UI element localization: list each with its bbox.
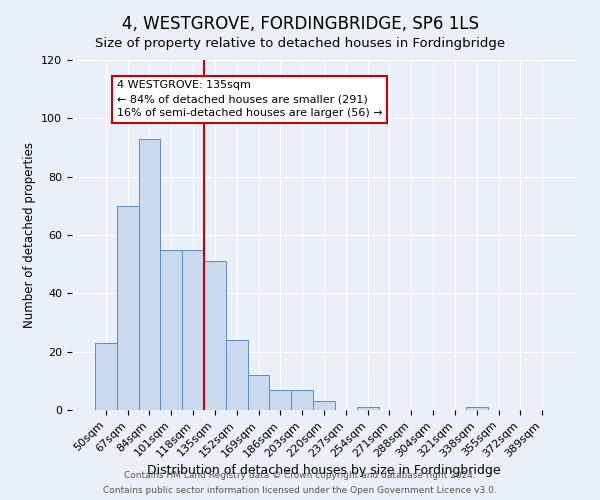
Bar bbox=[182, 250, 204, 410]
Bar bbox=[466, 407, 488, 410]
Bar bbox=[95, 343, 117, 410]
Bar bbox=[269, 390, 291, 410]
Text: 4, WESTGROVE, FORDINGBRIDGE, SP6 1LS: 4, WESTGROVE, FORDINGBRIDGE, SP6 1LS bbox=[121, 15, 479, 33]
Bar bbox=[248, 375, 269, 410]
Text: Size of property relative to detached houses in Fordingbridge: Size of property relative to detached ho… bbox=[95, 38, 505, 51]
X-axis label: Distribution of detached houses by size in Fordingbridge: Distribution of detached houses by size … bbox=[147, 464, 501, 477]
Text: Contains public sector information licensed under the Open Government Licence v3: Contains public sector information licen… bbox=[103, 486, 497, 495]
Bar bbox=[226, 340, 248, 410]
Bar bbox=[117, 206, 139, 410]
Text: Contains HM Land Registry data © Crown copyright and database right 2024.: Contains HM Land Registry data © Crown c… bbox=[124, 471, 476, 480]
Bar bbox=[357, 407, 379, 410]
Bar bbox=[204, 261, 226, 410]
Bar bbox=[139, 139, 160, 410]
Bar bbox=[291, 390, 313, 410]
Bar bbox=[313, 401, 335, 410]
Bar bbox=[160, 250, 182, 410]
Text: 4 WESTGROVE: 135sqm
← 84% of detached houses are smaller (291)
16% of semi-detac: 4 WESTGROVE: 135sqm ← 84% of detached ho… bbox=[117, 80, 382, 118]
Y-axis label: Number of detached properties: Number of detached properties bbox=[23, 142, 35, 328]
